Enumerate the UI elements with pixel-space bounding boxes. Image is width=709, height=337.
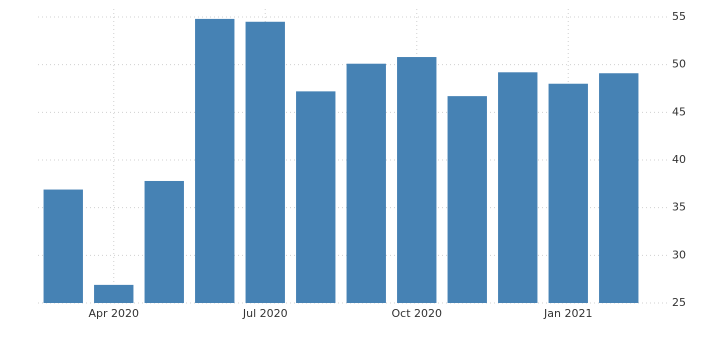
x-tick-label: Jul 2020 (242, 307, 288, 320)
x-tick-label: Oct 2020 (391, 307, 442, 320)
y-tick-label: 35 (672, 201, 686, 214)
bar (94, 284, 134, 303)
bar (599, 73, 639, 303)
y-tick-label: 40 (672, 153, 686, 166)
x-tick-label: Jan 2021 (543, 307, 592, 320)
y-tick-label: 55 (672, 10, 686, 23)
bar (397, 57, 437, 303)
y-tick-label: 45 (672, 105, 686, 118)
bar (296, 91, 336, 303)
y-tick-label: 50 (672, 58, 686, 71)
bar (498, 72, 538, 303)
bar (144, 180, 184, 303)
bar (195, 18, 235, 303)
bar (245, 21, 285, 304)
bar (346, 63, 386, 303)
bar (447, 96, 487, 303)
bar (43, 189, 83, 303)
x-tick-label: Apr 2020 (88, 307, 139, 320)
y-tick-label: 25 (672, 296, 686, 309)
y-tick-label: 30 (672, 248, 686, 261)
bar (548, 83, 588, 303)
